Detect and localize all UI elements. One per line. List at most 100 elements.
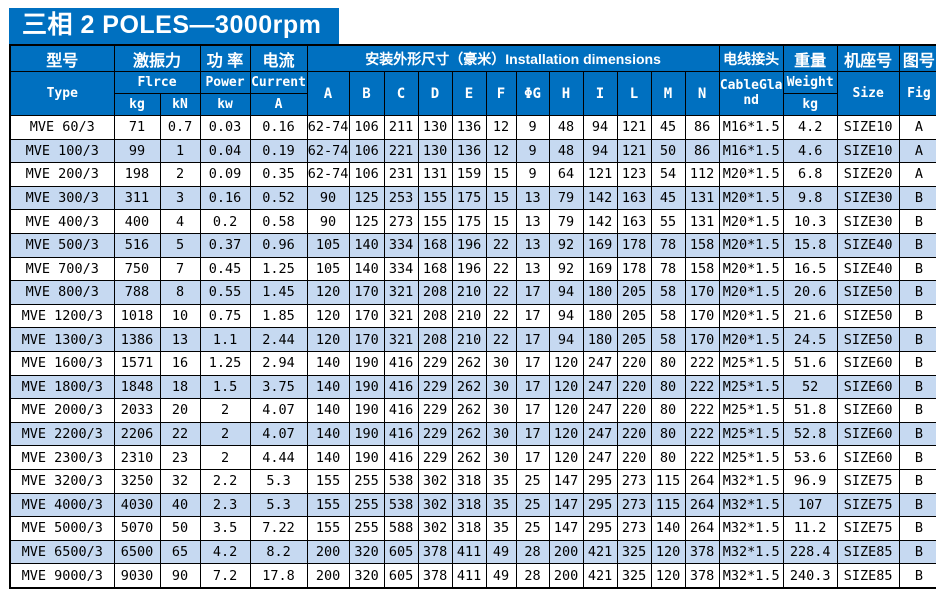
- cell-dim-f: 12: [485, 115, 517, 140]
- cell-dim-i: 180: [582, 327, 618, 352]
- cell-force-kn: 32: [159, 468, 201, 494]
- cell-power-kw: 0.75: [199, 303, 251, 329]
- cell-dim-h: 120: [548, 374, 584, 400]
- cell-type: MVE 1600/3: [9, 350, 115, 376]
- table-row: MVE 200/3 198 2 0.09 0.35 62-74 106 231 131 159 15…: [9, 162, 936, 187]
- cell-dim-n: 131: [684, 185, 720, 211]
- cell-force-kg: 99: [113, 138, 161, 164]
- cell-dim-h: 48: [548, 138, 584, 164]
- cell-size: SIZE75: [836, 492, 900, 518]
- cell-power-kw: 1.25: [199, 350, 251, 376]
- cell-weight: 11.2: [782, 516, 838, 541]
- cell-dim-l: 220: [616, 374, 652, 400]
- cell-dim-h: 120: [548, 421, 584, 447]
- cell-dim-b: 255: [348, 492, 385, 518]
- cell-weight: 6.8: [782, 162, 838, 187]
- cell-fig: B: [898, 563, 936, 589]
- cell-dim-e: 210: [451, 303, 487, 329]
- cell-fig: B: [898, 327, 936, 352]
- cell-force-kn: 3: [159, 185, 201, 211]
- cell-weight: 21.6: [782, 303, 838, 329]
- cell-dim-d: 302: [417, 516, 453, 541]
- table-row: MVE 60/3 71 0.7 0.03 0.16 62-74 106 211 130 136 12…: [9, 115, 936, 140]
- cell-dim-a: 62-74: [306, 162, 350, 187]
- table-row: MVE 1200/3 1018 10 0.75 1.85 120 170 321 208 210 2…: [9, 303, 936, 329]
- header-dim-h: H: [548, 71, 584, 116]
- cell-cable-gland: M32*1.5: [718, 492, 784, 518]
- cell-type: MVE 4000/3: [9, 492, 115, 518]
- cell-dim-m: 45: [650, 115, 686, 140]
- cell-cable-gland: M25*1.5: [718, 398, 784, 423]
- header-weight-unit: kg: [782, 93, 838, 116]
- cell-dim-n: 158: [684, 232, 720, 258]
- cell-dim-n: 158: [684, 256, 720, 282]
- cell-dim-i: 94: [582, 138, 618, 164]
- cell-dim-a: 105: [306, 256, 350, 282]
- cell-dim-phi-g: 17: [515, 280, 550, 305]
- cell-size: SIZE50: [836, 303, 900, 329]
- cell-force-kn: 1: [159, 138, 201, 164]
- cell-cable-gland: M25*1.5: [718, 421, 784, 447]
- cell-dim-l: 220: [616, 421, 652, 447]
- header-current-en: Current: [249, 71, 308, 94]
- cell-force-kn: 23: [159, 445, 201, 470]
- cell-dim-h: 200: [548, 563, 584, 589]
- cell-current-a: 3.75: [249, 374, 308, 400]
- cell-type: MVE 1300/3: [9, 327, 115, 352]
- cell-weight: 107: [782, 492, 838, 518]
- cell-power-kw: 7.2: [199, 563, 251, 589]
- cell-dim-f: 15: [485, 162, 517, 187]
- cell-dim-c: 538: [383, 468, 419, 494]
- header-dim-m: M: [650, 71, 686, 116]
- cell-force-kg: 6500: [113, 539, 161, 565]
- cell-dim-l: 178: [616, 232, 652, 258]
- cell-dim-f: 30: [485, 445, 517, 470]
- cell-type: MVE 6500/3: [9, 539, 115, 565]
- cell-current-a: 0.35: [249, 162, 308, 187]
- cell-dim-l: 163: [616, 209, 652, 234]
- cell-weight: 24.5: [782, 327, 838, 352]
- header-force-en: Flrce: [113, 71, 201, 94]
- cell-dim-d: 378: [417, 539, 453, 565]
- cell-cable-gland: M16*1.5: [718, 115, 784, 140]
- cell-dim-b: 125: [348, 209, 385, 234]
- header-dim-b: B: [348, 71, 385, 116]
- cell-type: MVE 3200/3: [9, 468, 115, 494]
- cell-cable-gland: M20*1.5: [718, 185, 784, 211]
- cell-fig: B: [898, 303, 936, 329]
- cell-dim-h: 120: [548, 445, 584, 470]
- cell-fig: B: [898, 209, 936, 234]
- spec-table: 型号 激振力 功 率 电流 安装外形尺寸（豪米）Installation dim…: [9, 44, 936, 589]
- cell-dim-c: 253: [383, 185, 419, 211]
- cell-weight: 4.2: [782, 115, 838, 140]
- cell-current-a: 17.8: [249, 563, 308, 589]
- cell-dim-l: 205: [616, 303, 652, 329]
- cell-dim-l: 163: [616, 185, 652, 211]
- cell-dim-e: 175: [451, 185, 487, 211]
- cell-force-kn: 5: [159, 232, 201, 258]
- cell-weight: 53.6: [782, 445, 838, 470]
- cell-dim-e: 210: [451, 327, 487, 352]
- cell-dim-m: 50: [650, 138, 686, 164]
- cell-dim-e: 411: [451, 539, 487, 565]
- cell-dim-m: 55: [650, 209, 686, 234]
- cell-cable-gland: M20*1.5: [718, 209, 784, 234]
- table-row: MVE 2300/3 2310 23 2 4.44 140 190 416 229 262 30 17…: [9, 445, 936, 470]
- header-dim-c: C: [383, 71, 419, 116]
- cell-force-kn: 65: [159, 539, 201, 565]
- header-dim-l: L: [616, 71, 652, 116]
- cell-dim-e: 262: [451, 398, 487, 423]
- header-weight-en: Weight: [782, 71, 838, 94]
- cell-current-a: 8.2: [249, 539, 308, 565]
- table-row: MVE 6500/3 6500 65 4.2 8.2 200 320 605 378 411 49 2…: [9, 539, 936, 565]
- cell-dim-m: 78: [650, 232, 686, 258]
- cell-dim-d: 168: [417, 232, 453, 258]
- header-dimensions: 安装外形尺寸（豪米）Installation dimensions: [306, 44, 720, 72]
- cell-dim-n: 264: [684, 468, 720, 494]
- cell-fig: B: [898, 350, 936, 376]
- cell-dim-n: 222: [684, 350, 720, 376]
- cell-dim-e: 318: [451, 516, 487, 541]
- cell-dim-a: 120: [306, 327, 350, 352]
- cell-dim-h: 48: [548, 115, 584, 140]
- cell-fig: A: [898, 162, 936, 187]
